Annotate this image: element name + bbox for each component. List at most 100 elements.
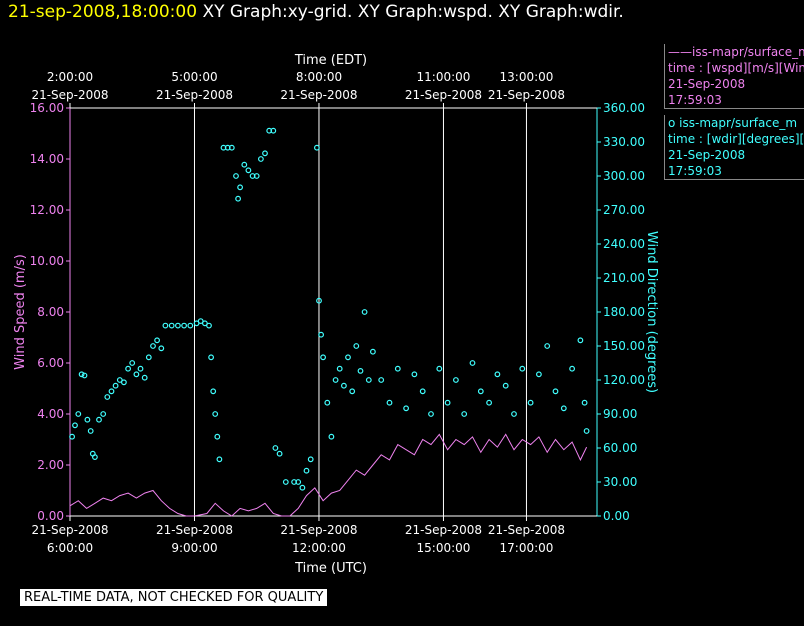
legend-wdir-desc: time : [wdir][degrees][W — [668, 132, 804, 146]
wdir-point-10 — [100, 411, 107, 417]
wdir-point-95 — [527, 399, 534, 406]
wdir-point-89 — [477, 388, 484, 395]
y-left-tick-label-0: 0.00 — [37, 509, 64, 523]
x-bottom-tick-time-2: 12:00:00 — [292, 541, 346, 555]
wdir-point-93 — [511, 411, 517, 417]
legend-wspd-name-row: ——iss-mapr/surface_m — [668, 44, 804, 60]
x-bottom-tick-date-1: 21-Sep-2008 — [156, 523, 233, 537]
y-left-tick-label-4: 8.00 — [37, 305, 64, 319]
y-right-tick-label-11: 330.00 — [603, 135, 645, 149]
y-axis-label-right: Wind Direction (degrees) — [644, 231, 659, 393]
wdir-point-91 — [494, 371, 501, 378]
wdir-point-0 — [69, 433, 75, 440]
wdir-point-86 — [453, 377, 459, 383]
wdir-point-23 — [154, 337, 161, 344]
wdir-point-80 — [403, 405, 410, 412]
y-axis-label-left: Wind Speed (m/s) — [13, 254, 28, 370]
legend-wspd-time: 17:59:03 — [668, 93, 722, 107]
wdir-point-65 — [324, 399, 331, 406]
wdir-point-6 — [87, 428, 94, 434]
y-right-tick-label-5: 150.00 — [603, 339, 645, 353]
wdir-point-101 — [577, 337, 584, 344]
wdir-point-75 — [365, 377, 372, 383]
x-bottom-tick-time-0: 6:00:00 — [47, 541, 93, 555]
x-axis-label-bottom: Time (UTC) — [294, 561, 367, 576]
wdir-point-31 — [197, 318, 204, 325]
y-right-tick-label-0: 0.00 — [603, 509, 630, 523]
wdir-point-43 — [235, 195, 242, 202]
x-top-tick-date-2: 21-Sep-2008 — [280, 88, 357, 102]
wdir-point-78 — [386, 399, 393, 406]
wdir-point-49 — [258, 156, 264, 162]
wdir-point-13 — [112, 382, 119, 389]
wdir-point-19 — [137, 365, 144, 372]
legend-wspd-name: iss-mapr/surface_m — [692, 45, 804, 59]
wdir-point-17 — [129, 360, 136, 366]
x-bottom-tick-date-0: 21-Sep-2008 — [31, 523, 108, 537]
wdir-point-3 — [78, 371, 85, 378]
x-bottom-tick-time-3: 15:00:00 — [417, 541, 471, 555]
wdir-point-55 — [282, 479, 289, 485]
y-right-tick-label-10: 300.00 — [603, 169, 645, 183]
wdir-point-85 — [444, 399, 451, 406]
wdir-point-76 — [370, 348, 376, 355]
axes-layer — [69, 107, 598, 517]
wdir-point-58 — [299, 484, 306, 491]
x-axis-label-top: Time (EDT) — [294, 53, 367, 68]
wdir-point-67 — [332, 377, 339, 383]
y-left-tick-label-2: 4.00 — [37, 407, 64, 421]
x-bottom-tick-time-4: 17:00:00 — [500, 541, 554, 555]
wdir-point-102 — [581, 399, 588, 406]
wdir-point-14 — [116, 377, 123, 383]
x-top-tick-date-0: 21-Sep-2008 — [31, 88, 108, 102]
wdir-point-24 — [158, 345, 165, 352]
wdir-point-98 — [552, 388, 559, 395]
wdir-point-70 — [345, 354, 351, 361]
wdir-point-45 — [241, 161, 248, 168]
y-right-tick-label-8: 240.00 — [603, 237, 645, 251]
legend-wdir: o iss-mapr/surface_m time : [wdir][degre… — [664, 115, 804, 179]
wdir-point-84 — [436, 365, 443, 372]
wdir-point-2 — [75, 411, 82, 417]
x-top-tick-time-0: 2:00:00 — [47, 70, 93, 84]
wdir-point-87 — [461, 411, 468, 417]
legend-wspd-date: 21-Sep-2008 — [668, 77, 746, 91]
wdir-point-54 — [276, 450, 283, 457]
legend-wspd-desc: time : [wspd][m/s][Wind — [668, 61, 804, 75]
wdir-point-38 — [216, 456, 223, 463]
wdir-point-42 — [233, 173, 239, 179]
y-left-tick-label-8: 16.00 — [30, 101, 64, 115]
wdir-point-8 — [91, 454, 98, 461]
y-left-tick-label-6: 12.00 — [30, 203, 64, 217]
wdir-point-60 — [307, 456, 314, 463]
wdir-point-96 — [536, 371, 542, 378]
y-right-tick-label-3: 90.00 — [603, 407, 637, 421]
wdir-point-63 — [318, 331, 325, 338]
x-top-tick-date-1: 21-Sep-2008 — [156, 88, 233, 102]
y-right-tick-label-1: 30.00 — [603, 475, 637, 489]
x-top-tick-time-4: 13:00:00 — [500, 70, 554, 84]
wdir-point-103 — [583, 428, 590, 434]
legend-wspd: ——iss-mapr/surface_m time : [wspd][m/s][… — [664, 44, 804, 108]
y-right-tick-label-4: 120.00 — [603, 373, 645, 387]
x-top-tick-date-4: 21-Sep-2008 — [488, 88, 565, 102]
wdir-point-28 — [181, 322, 188, 329]
legend-wdir-date: 21-Sep-2008 — [668, 148, 746, 162]
wdir-point-9 — [96, 416, 102, 423]
wdir-point-50 — [262, 150, 268, 157]
wdir-point-33 — [206, 322, 212, 329]
wdir-point-66 — [328, 433, 335, 440]
x-bottom-tick-time-1: 9:00:00 — [171, 541, 217, 555]
wdir-point-34 — [208, 354, 215, 361]
y-right-tick-label-2: 60.00 — [603, 441, 637, 455]
wdir-point-79 — [394, 365, 401, 372]
y-left-tick-label-1: 2.00 — [37, 458, 64, 472]
wdir-point-64 — [320, 354, 327, 361]
wdir-point-46 — [245, 167, 252, 174]
x-top-tick-time-2: 8:00:00 — [296, 70, 342, 84]
wdir-point-5 — [84, 416, 91, 423]
wdir-point-41 — [228, 144, 235, 151]
quality-warning: REAL-TIME DATA, NOT CHECKED FOR QUALITY — [20, 589, 328, 606]
wdir-point-59 — [303, 467, 310, 474]
wdir-point-88 — [469, 360, 476, 366]
